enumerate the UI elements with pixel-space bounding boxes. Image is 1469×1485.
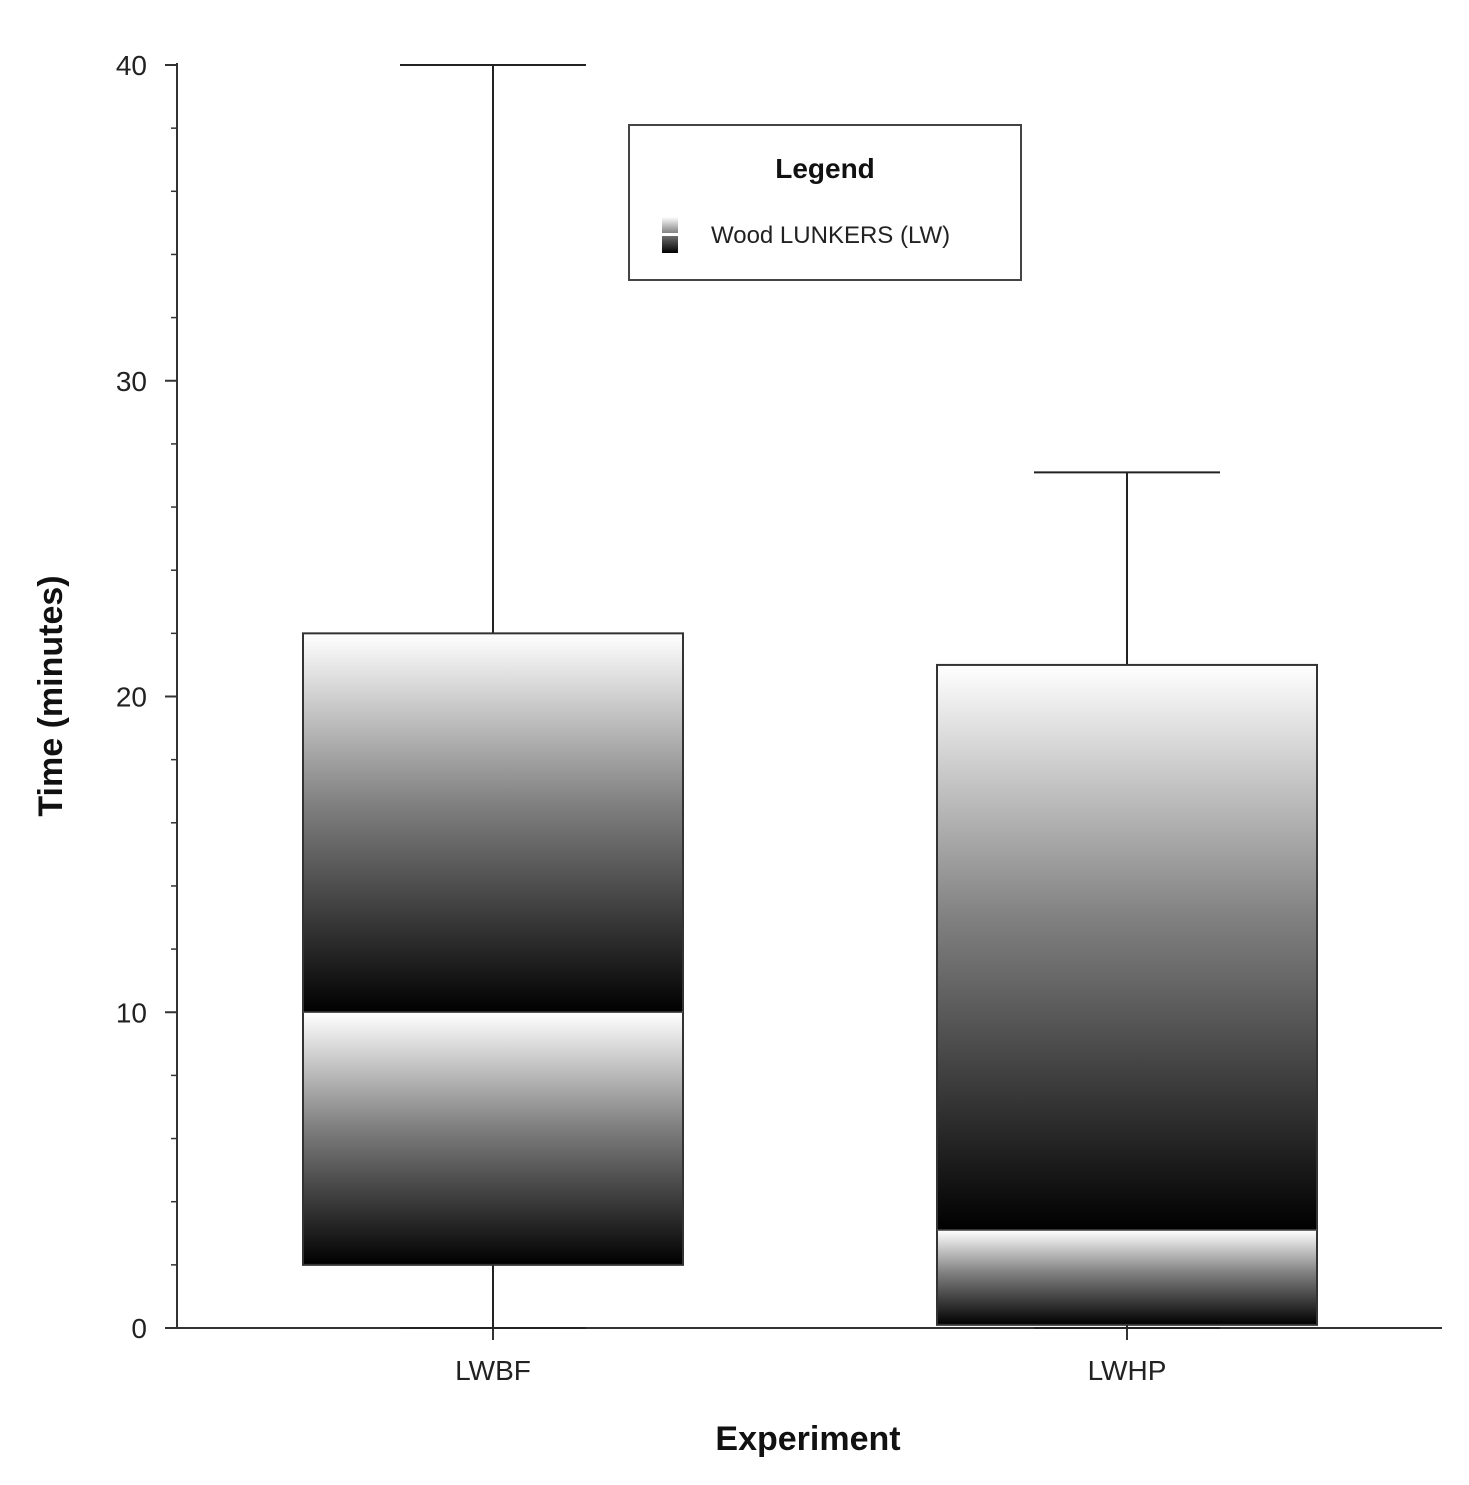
box-upper-half — [303, 633, 683, 1013]
box-outline — [302, 632, 684, 1266]
y-axis-title: Time (minutes) — [32, 575, 70, 816]
box-series — [302, 64, 1318, 1329]
box-lower-half — [937, 1230, 1317, 1325]
x-tick-label: LWBF — [455, 1355, 531, 1386]
legend-swatch-divider — [662, 233, 678, 236]
box-lwhp — [936, 471, 1318, 1329]
y-tick-label: 10 — [116, 997, 147, 1028]
legend: Legend Wood LUNKERS (LW) — [628, 124, 1022, 281]
y-tick-label: 0 — [131, 1313, 147, 1344]
x-tick-label: LWHP — [1088, 1355, 1167, 1386]
y-tick-label: 30 — [116, 366, 147, 397]
box-upper-half — [937, 664, 1317, 1231]
x-axis-title: Experiment — [715, 1420, 900, 1458]
y-tick-label: 40 — [116, 50, 147, 81]
box-lower-half — [303, 1012, 683, 1265]
y-tick-label: 20 — [116, 682, 147, 713]
axes: 0 10 20 30 40 LWBF LWHP — [116, 50, 1442, 1386]
legend-frame — [628, 124, 1022, 281]
legend-series-label: Wood LUNKERS (LW) — [711, 222, 950, 249]
box-lwbf — [302, 64, 684, 1329]
box-outline — [936, 663, 1318, 1326]
legend-title: Legend — [775, 153, 875, 184]
